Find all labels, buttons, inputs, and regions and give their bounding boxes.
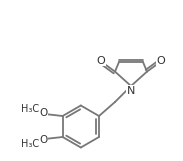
Text: O: O <box>40 135 48 145</box>
Text: H₃C: H₃C <box>20 104 39 114</box>
Text: O: O <box>97 56 105 66</box>
Text: H₃C: H₃C <box>20 139 39 149</box>
Text: O: O <box>157 56 165 66</box>
Text: O: O <box>40 108 48 118</box>
Text: N: N <box>127 86 135 96</box>
